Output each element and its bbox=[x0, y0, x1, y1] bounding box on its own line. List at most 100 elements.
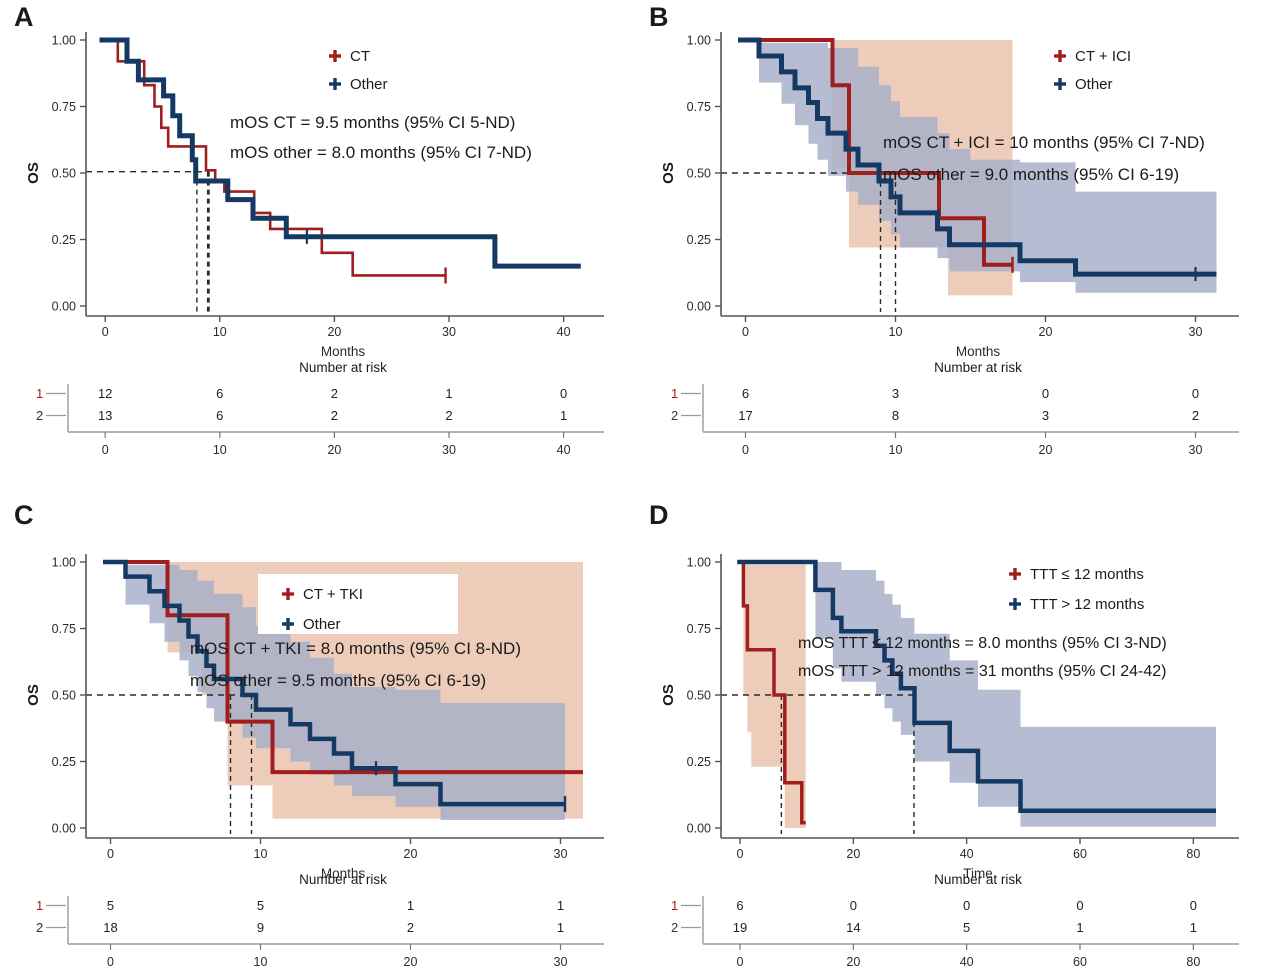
risk-tick-label: 80 bbox=[1186, 955, 1200, 969]
x-axis-title: Time bbox=[963, 866, 993, 881]
panel-D: D 0.00 0.25 0.50 0.75 1.00 0 20 40 60 80 Time OS TTT… bbox=[635, 486, 1270, 972]
risk-count: 2 bbox=[1192, 408, 1199, 423]
risk-tick-label: 10 bbox=[889, 443, 903, 457]
risk-count: 1 bbox=[407, 898, 414, 913]
y-tick-label: 0.00 bbox=[52, 822, 76, 836]
x-tick-label: 30 bbox=[1189, 325, 1203, 339]
x-tick-label: 60 bbox=[1073, 847, 1087, 861]
x-tick-label: 40 bbox=[557, 325, 571, 339]
km-plot-A: 0.00 0.25 0.50 0.75 1.00 0 10 20 30 40 Months OS CT O… bbox=[25, 32, 604, 359]
risk-tick-label: 20 bbox=[404, 955, 418, 969]
legend-label: Other bbox=[1075, 76, 1113, 93]
risk-tick-label: 20 bbox=[327, 443, 341, 457]
risk-row-label: 1 bbox=[36, 386, 43, 401]
km-plot-C: 0.00 0.25 0.50 0.75 1.00 0 10 20 30 Months OS CT + … bbox=[25, 554, 604, 881]
km-curve-group1 bbox=[108, 38, 446, 277]
legend-label: Other bbox=[303, 616, 341, 633]
panel-label-A: A bbox=[14, 2, 34, 32]
risk-count: 1 bbox=[1190, 920, 1197, 935]
x-axis-title: Months bbox=[321, 866, 366, 881]
risk-count: 8 bbox=[892, 408, 899, 423]
risk-tick-label: 0 bbox=[737, 955, 744, 969]
x-tick-label: 0 bbox=[102, 325, 109, 339]
risk-count: 3 bbox=[1042, 408, 1049, 423]
confidence-band-blue bbox=[759, 42, 1217, 293]
km-plot-B: 0.00 0.25 0.50 0.75 1.00 0 10 20 30 Months OS CT + … bbox=[660, 32, 1239, 359]
risk-count: 2 bbox=[331, 386, 338, 401]
median-annotation-1: mOS CT = 9.5 months (95% CI 5-ND) bbox=[230, 113, 515, 132]
median-annotation-2: mOS other = 9.5 months (95% CI 6-19) bbox=[190, 671, 486, 690]
panel-label-B: B bbox=[649, 2, 669, 32]
risk-table-title: Number at risk bbox=[299, 872, 387, 887]
risk-count: 19 bbox=[733, 920, 747, 935]
risk-table-title: Number at risk bbox=[299, 360, 387, 375]
km-curve-group1 bbox=[738, 38, 1013, 267]
x-tick-label: 20 bbox=[1039, 325, 1053, 339]
x-tick-label: 0 bbox=[107, 847, 114, 861]
x-tick-label: 20 bbox=[846, 847, 860, 861]
risk-row-label: 2 bbox=[36, 408, 43, 423]
x-tick-label: 0 bbox=[742, 325, 749, 339]
risk-tick-label: 0 bbox=[742, 443, 749, 457]
x-axis-title: Months bbox=[956, 344, 1001, 359]
x-tick-label: 20 bbox=[327, 325, 341, 339]
x-tick-label: 30 bbox=[554, 847, 568, 861]
median-annotation-1: mOS CT + TKI = 8.0 months (95% CI 8-ND) bbox=[190, 639, 521, 658]
risk-count: 1 bbox=[557, 898, 564, 913]
risk-count: 2 bbox=[407, 920, 414, 935]
y-tick-label: 0.00 bbox=[687, 822, 711, 836]
x-axis-title: Months bbox=[321, 344, 366, 359]
km-curve-group1 bbox=[103, 560, 583, 775]
y-tick-label: 0.75 bbox=[687, 622, 711, 636]
risk-row-label: 2 bbox=[671, 920, 678, 935]
panel-C: C 0.00 0.25 0.50 0.75 1.00 0 10 20 30 Months OS CT … bbox=[0, 486, 635, 972]
risk-count: 5 bbox=[963, 920, 970, 935]
legend-label: Other bbox=[350, 76, 388, 93]
legend-label: TTT ≤ 12 months bbox=[1030, 566, 1144, 583]
panel-B: B 0.00 0.25 0.50 0.75 1.00 0 10 20 30 Months OS CT … bbox=[635, 0, 1270, 486]
risk-count: 14 bbox=[846, 920, 860, 935]
risk-tick-label: 0 bbox=[102, 443, 109, 457]
km-plot-D: 0.00 0.25 0.50 0.75 1.00 0 20 40 60 80 Time OS TTT ≤… bbox=[660, 554, 1239, 881]
risk-tick-label: 20 bbox=[1039, 443, 1053, 457]
y-tick-label: 0.25 bbox=[52, 755, 76, 769]
risk-tick-label: 60 bbox=[1073, 955, 1087, 969]
y-tick-label: 0.50 bbox=[52, 167, 76, 181]
risk-tick-label: 10 bbox=[254, 955, 268, 969]
risk-count: 0 bbox=[1076, 898, 1083, 913]
risk-count: 6 bbox=[736, 898, 743, 913]
median-annotation-1: mOS CT + ICI = 10 months (95% CI 7-ND) bbox=[883, 133, 1205, 152]
risk-row-label: 1 bbox=[36, 898, 43, 913]
legend-label: CT bbox=[350, 48, 370, 65]
risk-row-label: 2 bbox=[36, 920, 43, 935]
y-tick-label: 1.00 bbox=[687, 556, 711, 570]
legend-label: CT + ICI bbox=[1075, 48, 1131, 65]
x-tick-label: 10 bbox=[254, 847, 268, 861]
risk-tick-label: 30 bbox=[1189, 443, 1203, 457]
risk-count: 3 bbox=[892, 386, 899, 401]
y-tick-label: 0.75 bbox=[687, 100, 711, 114]
median-annotation-2: mOS other = 8.0 months (95% CI 7-ND) bbox=[230, 143, 532, 162]
confidence-band-blue bbox=[125, 564, 565, 820]
risk-count: 13 bbox=[98, 408, 112, 423]
y-tick-label: 0.50 bbox=[687, 167, 711, 181]
risk-count: 5 bbox=[257, 898, 264, 913]
x-tick-label: 30 bbox=[442, 325, 456, 339]
risk-tick-label: 40 bbox=[960, 955, 974, 969]
risk-row-label: 2 bbox=[671, 408, 678, 423]
risk-count: 12 bbox=[98, 386, 112, 401]
y-tick-label: 0.25 bbox=[687, 233, 711, 247]
risk-row-label: 1 bbox=[671, 386, 678, 401]
km-curve-group2 bbox=[99, 37, 581, 269]
median-annotation-2: mOS TTT > 12 months = 31 months (95% CI … bbox=[798, 663, 1166, 680]
risk-count: 1 bbox=[557, 920, 564, 935]
panel-label-C: C bbox=[14, 500, 34, 530]
risk-row-label: 1 bbox=[671, 898, 678, 913]
risk-tick-label: 0 bbox=[107, 955, 114, 969]
y-tick-label: 0.75 bbox=[52, 622, 76, 636]
confidence-band-blue bbox=[815, 562, 1216, 827]
risk-count: 1 bbox=[445, 386, 452, 401]
